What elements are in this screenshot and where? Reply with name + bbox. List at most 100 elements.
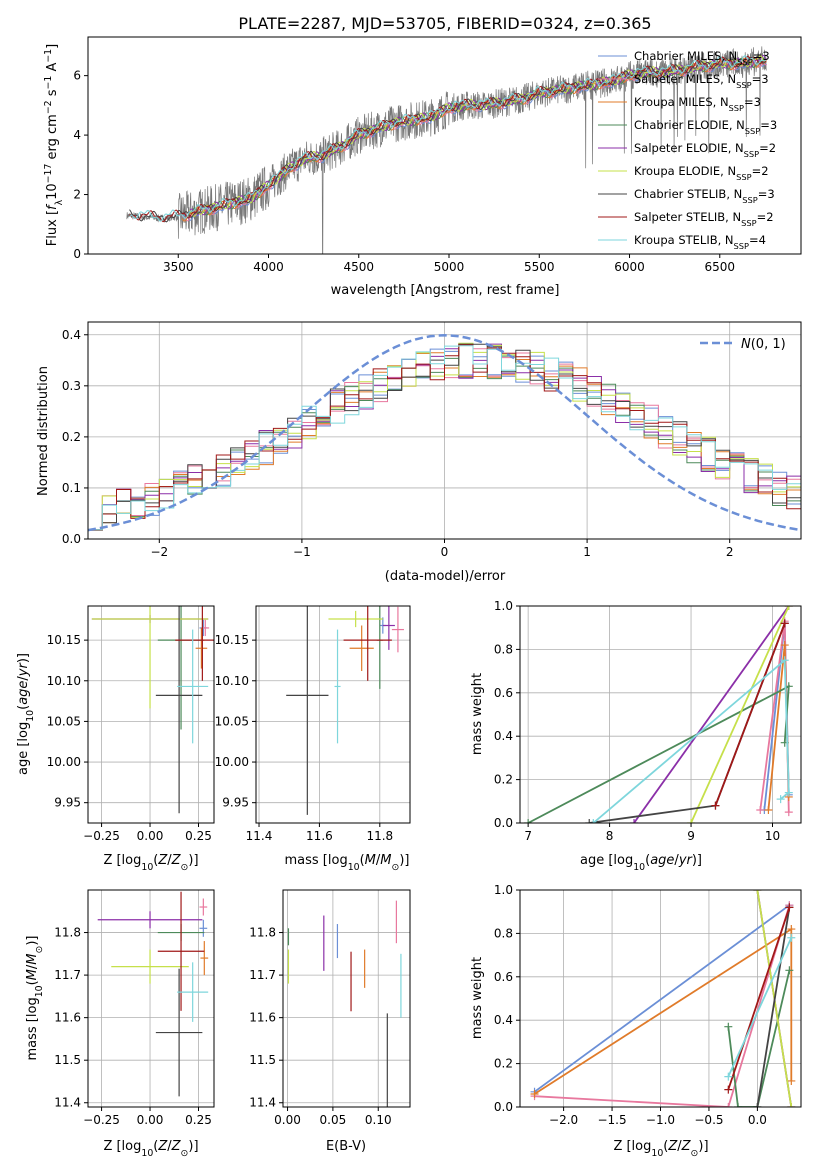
- weight-vs-age-marker-kroupa-miles: [780, 641, 789, 650]
- mass-vs-z-plot-area: [97, 891, 209, 1097]
- age-vs-z-ytick-label: 10.15: [47, 633, 81, 647]
- weight-vs-z-axes: −2.0 −1.5 −1.0 −0.5 0.0 0.0 0.2 0.4 0.6 0.8 1.0: [494, 883, 802, 1127]
- legend-entry-kroupa-elodie: Kroupa ELODIE, NSSP=2: [634, 164, 769, 182]
- age-vs-mass-ytick-label: 10.00: [215, 755, 249, 769]
- spectrum-frame: [87, 36, 802, 255]
- mass-vs-ebv-xtick-label: 0.05: [320, 1113, 347, 1127]
- weight-vs-z-marker-salpeter-stelib: [724, 1085, 733, 1094]
- weight-vs-z-ytick-label: 0.0: [494, 1100, 513, 1114]
- residuals-xtick-label: −2: [150, 545, 168, 559]
- mass-vs-ebv-ytick-label: 11.4: [249, 1096, 276, 1110]
- mass-vs-z-ytick-label: 11.7: [54, 968, 81, 982]
- age-vs-mass-xlabel: mass [log10(M/M⊙)]: [285, 853, 410, 873]
- model-line-kroupa-stelib: [129, 55, 767, 222]
- mass-vs-z-ylabel: mass [log10(M/M⊙)]: [25, 936, 45, 1061]
- weight-vs-age-line-salpeter-stelib: [714, 623, 786, 806]
- mass-vs-z-xtick-label: −0.25: [83, 1113, 120, 1127]
- age-vs-mass-ytick-label: 10.05: [215, 714, 249, 728]
- weight-vs-age-marker-salpeter-stelib: [711, 801, 720, 810]
- legend-entry-salpeter-stelib: Salpeter STELIB, NSSP=2: [634, 210, 774, 228]
- mass-vs-ebv-xtick-label: 0.00: [274, 1113, 301, 1127]
- legend-entry-chabrier-miles: Chabrier MILES, NSSP=3: [634, 49, 770, 67]
- weight-vs-z-marker-kroupa-stelib: [724, 1072, 733, 1081]
- age-vs-z-axes: −0.25 0.00 0.25 9.95 10.00 10.05 10.10 10.15: [47, 605, 215, 843]
- legend-entry-normal: N(0, 1): [741, 337, 786, 352]
- mass-vs-ebv-ytick-label: 11.5: [249, 1053, 276, 1067]
- weight-vs-z-line-salpeter-miles: [534, 904, 791, 1107]
- weight-vs-age-marker-kroupa-elodie: [784, 606, 793, 610]
- weight-vs-age-marker-salpeter-miles: [784, 808, 793, 817]
- weight-vs-age-marker-kroupa-miles: [764, 805, 773, 814]
- age-vs-mass-xtick-label: 11.6: [306, 829, 333, 843]
- mass-vs-z-ytick-label: 11.4: [54, 1096, 81, 1110]
- weight-vs-z-marker-kroupa-miles: [530, 1089, 539, 1098]
- legend-entry-salpeter-miles: Salpeter MILES, NSSP=3: [634, 72, 769, 90]
- weight-vs-age-ytick-label: 0.2: [494, 773, 513, 787]
- weight-vs-age-marker-chabrier-stelib: [585, 819, 594, 823]
- mass-vs-ebv-ytick-label: 11.7: [249, 968, 276, 982]
- weight-vs-z-xtick-label: −1.0: [646, 1113, 675, 1127]
- weight-vs-age-plot-area: [524, 606, 793, 823]
- age-vs-z-xtick-label: 0.25: [185, 829, 212, 843]
- age-vs-mass-axes: 11.4 11.6 11.8 9.95 10.00 10.05 10.10 10.15: [215, 605, 411, 843]
- residuals-ylabel: Normed distribution: [36, 366, 51, 496]
- weight-vs-z-ytick-label: 0.4: [494, 1013, 513, 1027]
- weight-vs-z-line-salpeter-stelib: [727, 907, 791, 1090]
- residuals-plot-area: [88, 334, 801, 532]
- legend-entry-kroupa-stelib: Kroupa STELIB, NSSP=4: [634, 233, 766, 251]
- weight-vs-age-xlabel: age [log10(age/yr)]: [580, 853, 702, 873]
- residuals-ytick-label: 0.0: [62, 532, 81, 546]
- weight-vs-z-ytick-label: 1.0: [494, 883, 513, 897]
- weight-vs-z-xtick-label: −2.0: [549, 1113, 578, 1127]
- residuals-xtick-label: 0: [441, 545, 449, 559]
- age-vs-mass-ytick-label: 9.95: [222, 796, 249, 810]
- weight-vs-z-ytick-label: 0.6: [494, 970, 513, 984]
- spectrum-xtick-label: 6500: [704, 260, 735, 274]
- weight-vs-age-ytick-label: 1.0: [494, 599, 513, 613]
- weight-vs-z-marker-chabrier-stelib: [753, 1103, 762, 1107]
- weight-vs-z-marker-chabrier-elodie: [785, 966, 794, 975]
- weight-vs-age-marker-salpeter-stelib: [780, 619, 789, 628]
- age-vs-z-xtick-label: −0.25: [83, 829, 120, 843]
- weight-vs-age-marker-salpeter-elodie: [630, 819, 639, 823]
- weight-vs-age-marker-chabrier-elodie: [524, 819, 533, 823]
- weight-vs-age-marker-kroupa-stelib: [780, 656, 789, 665]
- weight-vs-z-marker-salpeter-stelib: [785, 903, 794, 912]
- residuals-xtick-label: −1: [293, 545, 311, 559]
- weight-vs-age-ytick-label: 0.4: [494, 729, 513, 743]
- weight-vs-z-ylabel: mass weight: [470, 957, 485, 1039]
- age-vs-z-ytick-label: 10.10: [47, 674, 81, 688]
- mass-vs-z-frame: [87, 889, 215, 1108]
- spectrum-plot-area: [126, 46, 768, 254]
- residuals-xtick-label: 1: [583, 545, 591, 559]
- weight-vs-age-marker-kroupa-stelib: [776, 795, 785, 804]
- weight-vs-age-xtick-label: 7: [524, 829, 532, 843]
- weight-vs-z-marker-kroupa-elodie: [753, 890, 762, 894]
- age-vs-z-ytick-label: 9.95: [54, 796, 81, 810]
- residual-histogram-kroupa-stelib: [88, 345, 801, 531]
- residuals-axes: −2 −1 0 1 2 0.0 0.1 0.2 0.3 0.4: [62, 321, 802, 559]
- weight-vs-z-xlabel: Z [log10(Z/Z⊙)]: [613, 1139, 708, 1159]
- weight-vs-z-xtick-label: −0.5: [694, 1113, 723, 1127]
- mass-vs-z-axes: −0.25 0.00 0.25 11.4 11.5 11.6 11.7 11.8: [54, 889, 215, 1127]
- weight-vs-z-xtick-label: −1.5: [597, 1113, 626, 1127]
- mass-vs-z-ytick-label: 11.5: [54, 1053, 81, 1067]
- age-vs-z-xtick-label: 0.00: [137, 829, 164, 843]
- weight-vs-z-ytick-label: 0.2: [494, 1057, 513, 1071]
- mass-vs-z-ytick-label: 11.6: [54, 1011, 81, 1025]
- mass-vs-z-ytick-label: 11.8: [54, 926, 81, 940]
- spectrum-axes: 3500 4000 4500 5000 5500 6000 6500 0 2 4 6: [73, 36, 802, 274]
- weight-vs-z-plot-area: [530, 890, 796, 1107]
- residuals-ytick-label: 0.4: [62, 328, 81, 342]
- age-vs-mass-xtick-label: 11.8: [366, 829, 393, 843]
- age-vs-mass-plot-area: [286, 606, 404, 815]
- spectrum-ytick-label: 2: [73, 188, 81, 202]
- weight-vs-age-line-kroupa-stelib: [592, 658, 790, 823]
- mass-vs-ebv-ytick-label: 11.8: [249, 926, 276, 940]
- age-vs-z-xlabel: Z [log10(Z/Z⊙)]: [103, 853, 198, 873]
- mass-vs-ebv-ytick-label: 11.6: [249, 1011, 276, 1025]
- spectrum-ytick-label: 0: [73, 247, 81, 261]
- weight-vs-age-ytick-label: 0.6: [494, 686, 513, 700]
- weight-vs-age-line-chabrier-elodie: [527, 684, 790, 823]
